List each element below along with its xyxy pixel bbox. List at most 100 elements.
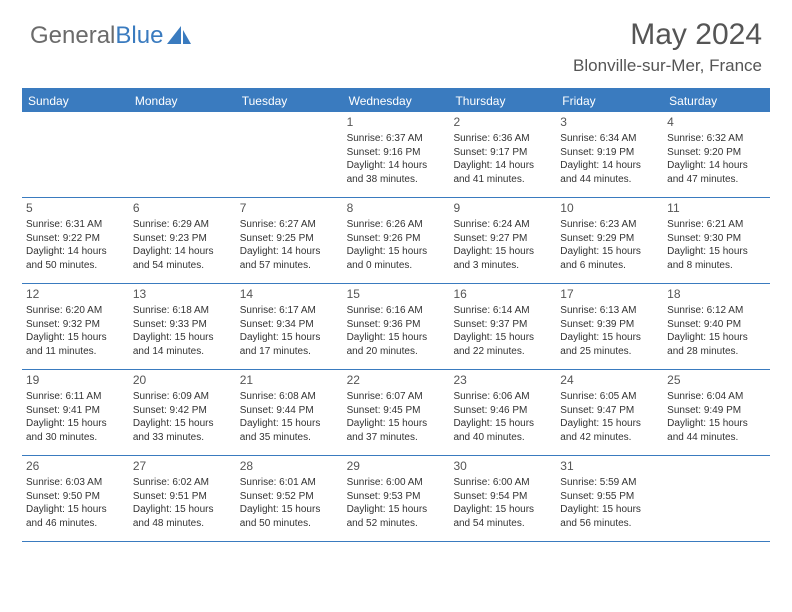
- daylight-text: Daylight: 14 hours and 54 minutes.: [133, 245, 232, 272]
- day-header: Monday: [129, 90, 236, 112]
- day-info: Sunrise: 6:13 AMSunset: 9:39 PMDaylight:…: [560, 304, 659, 358]
- day-cell: 8Sunrise: 6:26 AMSunset: 9:26 PMDaylight…: [343, 198, 450, 283]
- day-number: 6: [133, 200, 232, 216]
- daylight-text: Daylight: 15 hours and 48 minutes.: [133, 503, 232, 530]
- day-info: Sunrise: 6:12 AMSunset: 9:40 PMDaylight:…: [667, 304, 766, 358]
- day-info: Sunrise: 6:18 AMSunset: 9:33 PMDaylight:…: [133, 304, 232, 358]
- daylight-text: Daylight: 15 hours and 6 minutes.: [560, 245, 659, 272]
- day-number: 24: [560, 372, 659, 388]
- sunset-text: Sunset: 9:22 PM: [26, 232, 125, 246]
- sunset-text: Sunset: 9:20 PM: [667, 146, 766, 160]
- sunrise-text: Sunrise: 6:36 AM: [453, 132, 552, 146]
- week-row: 12Sunrise: 6:20 AMSunset: 9:32 PMDayligh…: [22, 284, 770, 370]
- day-cell: 21Sunrise: 6:08 AMSunset: 9:44 PMDayligh…: [236, 370, 343, 455]
- day-info: Sunrise: 6:37 AMSunset: 9:16 PMDaylight:…: [347, 132, 446, 186]
- daylight-text: Daylight: 15 hours and 33 minutes.: [133, 417, 232, 444]
- day-header: Friday: [556, 90, 663, 112]
- month-title: May 2024: [573, 18, 762, 52]
- day-cell: 31Sunrise: 5:59 AMSunset: 9:55 PMDayligh…: [556, 456, 663, 541]
- sunset-text: Sunset: 9:27 PM: [453, 232, 552, 246]
- day-number: 21: [240, 372, 339, 388]
- day-cell: 5Sunrise: 6:31 AMSunset: 9:22 PMDaylight…: [22, 198, 129, 283]
- day-number: 3: [560, 114, 659, 130]
- day-cell: 4Sunrise: 6:32 AMSunset: 9:20 PMDaylight…: [663, 112, 770, 197]
- day-number: 18: [667, 286, 766, 302]
- sunset-text: Sunset: 9:16 PM: [347, 146, 446, 160]
- sunset-text: Sunset: 9:26 PM: [347, 232, 446, 246]
- sunrise-text: Sunrise: 6:02 AM: [133, 476, 232, 490]
- sunrise-text: Sunrise: 6:12 AM: [667, 304, 766, 318]
- logo-text-blue: Blue: [115, 22, 163, 50]
- sunset-text: Sunset: 9:47 PM: [560, 404, 659, 418]
- day-cell: 11Sunrise: 6:21 AMSunset: 9:30 PMDayligh…: [663, 198, 770, 283]
- daylight-text: Daylight: 15 hours and 17 minutes.: [240, 331, 339, 358]
- sunrise-text: Sunrise: 6:24 AM: [453, 218, 552, 232]
- daylight-text: Daylight: 15 hours and 11 minutes.: [26, 331, 125, 358]
- week-row: 5Sunrise: 6:31 AMSunset: 9:22 PMDaylight…: [22, 198, 770, 284]
- day-number: 1: [347, 114, 446, 130]
- sunset-text: Sunset: 9:52 PM: [240, 490, 339, 504]
- day-cell: 27Sunrise: 6:02 AMSunset: 9:51 PMDayligh…: [129, 456, 236, 541]
- sunset-text: Sunset: 9:45 PM: [347, 404, 446, 418]
- daylight-text: Daylight: 15 hours and 54 minutes.: [453, 503, 552, 530]
- day-number: 10: [560, 200, 659, 216]
- day-cell: 30Sunrise: 6:00 AMSunset: 9:54 PMDayligh…: [449, 456, 556, 541]
- day-cell: 18 Sunrise: 6:12 AMSunset: 9:40 PMDayligh…: [663, 284, 770, 369]
- day-cell: [236, 112, 343, 197]
- daylight-text: Daylight: 15 hours and 52 minutes.: [347, 503, 446, 530]
- day-cell: [129, 112, 236, 197]
- sunrise-text: Sunrise: 6:06 AM: [453, 390, 552, 404]
- sunset-text: Sunset: 9:30 PM: [667, 232, 766, 246]
- sunrise-text: Sunrise: 6:32 AM: [667, 132, 766, 146]
- day-cell: 15Sunrise: 6:16 AMSunset: 9:36 PMDayligh…: [343, 284, 450, 369]
- sunset-text: Sunset: 9:50 PM: [26, 490, 125, 504]
- sunset-text: Sunset: 9:32 PM: [26, 318, 125, 332]
- sunrise-text: Sunrise: 6:27 AM: [240, 218, 339, 232]
- day-cell: 29Sunrise: 6:00 AMSunset: 9:53 PMDayligh…: [343, 456, 450, 541]
- calendar: SundayMondayTuesdayWednesdayThursdayFrid…: [22, 88, 770, 542]
- day-info: Sunrise: 6:06 AMSunset: 9:46 PMDaylight:…: [453, 390, 552, 444]
- day-number: 28: [240, 458, 339, 474]
- daylight-text: Daylight: 15 hours and 25 minutes.: [560, 331, 659, 358]
- day-info: Sunrise: 6:32 AMSunset: 9:20 PMDaylight:…: [667, 132, 766, 186]
- day-cell: 17Sunrise: 6:13 AMSunset: 9:39 PMDayligh…: [556, 284, 663, 369]
- day-info: Sunrise: 6:11 AMSunset: 9:41 PMDaylight:…: [26, 390, 125, 444]
- sunset-text: Sunset: 9:25 PM: [240, 232, 339, 246]
- sunrise-text: Sunrise: 6:03 AM: [26, 476, 125, 490]
- day-cell: 16Sunrise: 6:14 AMSunset: 9:37 PMDayligh…: [449, 284, 556, 369]
- day-header: Wednesday: [343, 90, 450, 112]
- sunrise-text: Sunrise: 5:59 AM: [560, 476, 659, 490]
- sunrise-text: Sunrise: 6:17 AM: [240, 304, 339, 318]
- day-cell: 2Sunrise: 6:36 AMSunset: 9:17 PMDaylight…: [449, 112, 556, 197]
- sunset-text: Sunset: 9:39 PM: [560, 318, 659, 332]
- daylight-text: Daylight: 14 hours and 38 minutes.: [347, 159, 446, 186]
- sunrise-text: Sunrise: 6:08 AM: [240, 390, 339, 404]
- day-info: Sunrise: 6:04 AMSunset: 9:49 PMDaylight:…: [667, 390, 766, 444]
- sunset-text: Sunset: 9:53 PM: [347, 490, 446, 504]
- sunrise-text: Sunrise: 6:21 AM: [667, 218, 766, 232]
- location: Blonville-sur-Mer, France: [573, 56, 762, 76]
- day-cell: 3Sunrise: 6:34 AMSunset: 9:19 PMDaylight…: [556, 112, 663, 197]
- day-info: Sunrise: 6:07 AMSunset: 9:45 PMDaylight:…: [347, 390, 446, 444]
- sunrise-text: Sunrise: 6:07 AM: [347, 390, 446, 404]
- daylight-text: Daylight: 15 hours and 46 minutes.: [26, 503, 125, 530]
- day-number: 22: [347, 372, 446, 388]
- day-info: Sunrise: 6:00 AMSunset: 9:54 PMDaylight:…: [453, 476, 552, 530]
- day-cell: 7 Sunrise: 6:27 AMSunset: 9:25 PMDaylight…: [236, 198, 343, 283]
- sunset-text: Sunset: 9:54 PM: [453, 490, 552, 504]
- sunrise-text: Sunrise: 6:11 AM: [26, 390, 125, 404]
- daylight-text: Daylight: 15 hours and 37 minutes.: [347, 417, 446, 444]
- week-row: 26Sunrise: 6:03 AMSunset: 9:50 PMDayligh…: [22, 456, 770, 542]
- daylight-text: Daylight: 15 hours and 22 minutes.: [453, 331, 552, 358]
- logo-sail-icon: [167, 26, 193, 46]
- day-number: 26: [26, 458, 125, 474]
- sunrise-text: Sunrise: 6:31 AM: [26, 218, 125, 232]
- day-cell: 20Sunrise: 6:09 AMSunset: 9:42 PMDayligh…: [129, 370, 236, 455]
- daylight-text: Daylight: 14 hours and 57 minutes.: [240, 245, 339, 272]
- day-cell: 10Sunrise: 6:23 AMSunset: 9:29 PMDayligh…: [556, 198, 663, 283]
- day-info: Sunrise: 6:01 AMSunset: 9:52 PMDaylight:…: [240, 476, 339, 530]
- daylight-text: Daylight: 15 hours and 42 minutes.: [560, 417, 659, 444]
- daylight-text: Daylight: 15 hours and 8 minutes.: [667, 245, 766, 272]
- sunrise-text: Sunrise: 6:00 AM: [453, 476, 552, 490]
- day-number: 7: [240, 200, 339, 216]
